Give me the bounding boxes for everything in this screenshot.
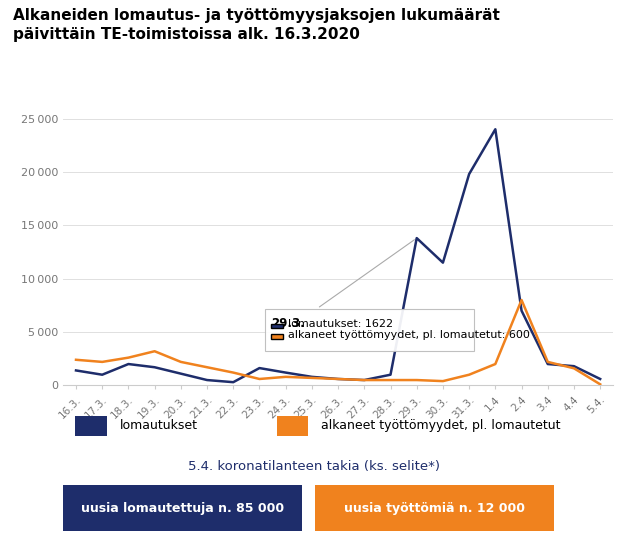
Text: alkaneet työttömyydet, pl. lomautetut: alkaneet työttömyydet, pl. lomautetut <box>321 419 560 432</box>
Text: 5.4. koronatilanteen takia (ks. selite*): 5.4. koronatilanteen takia (ks. selite*) <box>189 460 440 473</box>
Text: 29.3.: 29.3. <box>271 317 305 330</box>
Text: uusia lomautettuja n. 85 000: uusia lomautettuja n. 85 000 <box>81 501 284 515</box>
Text: uusia työttömiä n. 12 000: uusia työttömiä n. 12 000 <box>343 501 525 515</box>
FancyBboxPatch shape <box>271 334 283 338</box>
FancyBboxPatch shape <box>271 323 283 328</box>
Text: alkaneet työttömyydet, pl. lomautetut: 600: alkaneet työttömyydet, pl. lomautetut: 6… <box>288 330 530 340</box>
FancyBboxPatch shape <box>265 308 474 351</box>
Text: lomautukset: 1622: lomautukset: 1622 <box>288 319 393 329</box>
Text: lomautukset: lomautukset <box>120 419 198 432</box>
Text: Alkaneiden lomautus- ja työttömyysjaksojen lukumäärät
päivittäin TE-toimistoissa: Alkaneiden lomautus- ja työttömyysjaksoj… <box>13 8 499 42</box>
